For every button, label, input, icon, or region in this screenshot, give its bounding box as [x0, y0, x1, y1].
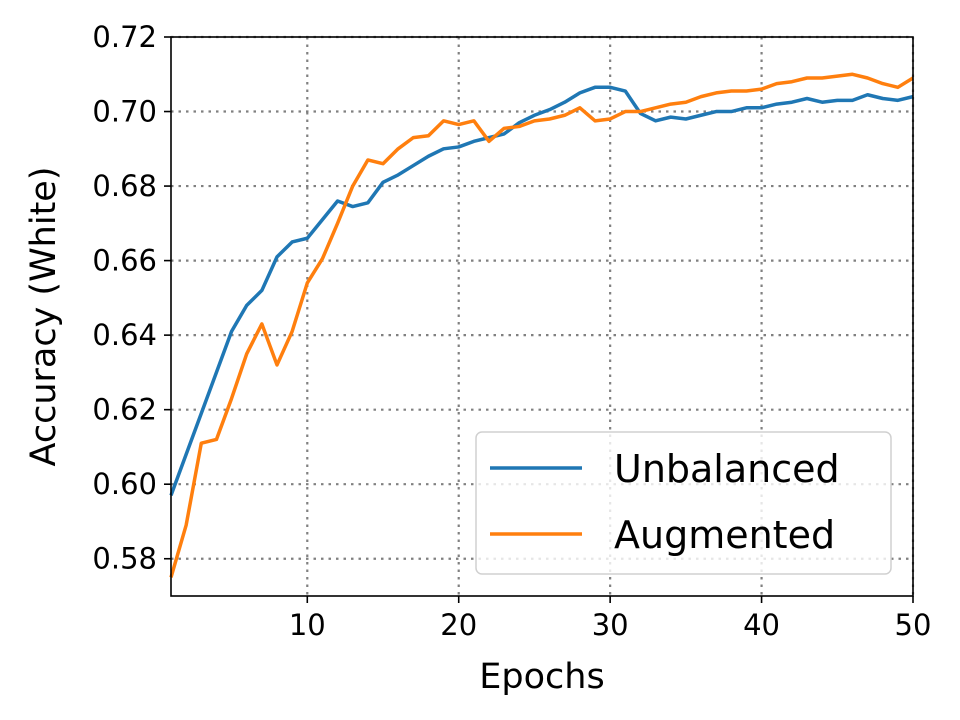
x-tick-label-10: 10 [289, 608, 326, 642]
plot-frame [170, 36, 914, 597]
y-tick-label-0.66: 0.66 [92, 244, 157, 278]
x-axis-label: Epochs [479, 657, 604, 697]
y-axis-label: Accuracy (White) [24, 167, 64, 467]
legend-label-unbalanced: Unbalanced [614, 447, 840, 491]
series-line-unbalanced [169, 85, 914, 496]
y-tick-label-0.68: 0.68 [92, 169, 157, 203]
series-lines [169, 72, 914, 578]
x-tick-label-40: 40 [743, 608, 780, 642]
x-tick-label-30: 30 [592, 608, 629, 642]
y-tick-label-0.72: 0.72 [92, 20, 157, 54]
legend-label-augmented: Augmented [614, 513, 835, 557]
axis-ticks: 10 20 30 40 50 0.58 0.60 0.62 0.64 0.66 0.68 0.70 0.… [92, 20, 931, 642]
y-tick-label-0.64: 0.64 [92, 318, 157, 352]
x-tick-label-20: 20 [440, 608, 477, 642]
y-tick-label-0.60: 0.60 [92, 467, 157, 501]
x-tick-label-50: 50 [895, 608, 932, 642]
y-tick-label-0.58: 0.58 [92, 542, 157, 576]
series-line-augmented [169, 72, 914, 578]
y-tick-label-0.62: 0.62 [92, 393, 157, 427]
y-tick-label-0.70: 0.70 [92, 95, 157, 129]
legend: Unbalanced Augmented [475, 431, 892, 575]
